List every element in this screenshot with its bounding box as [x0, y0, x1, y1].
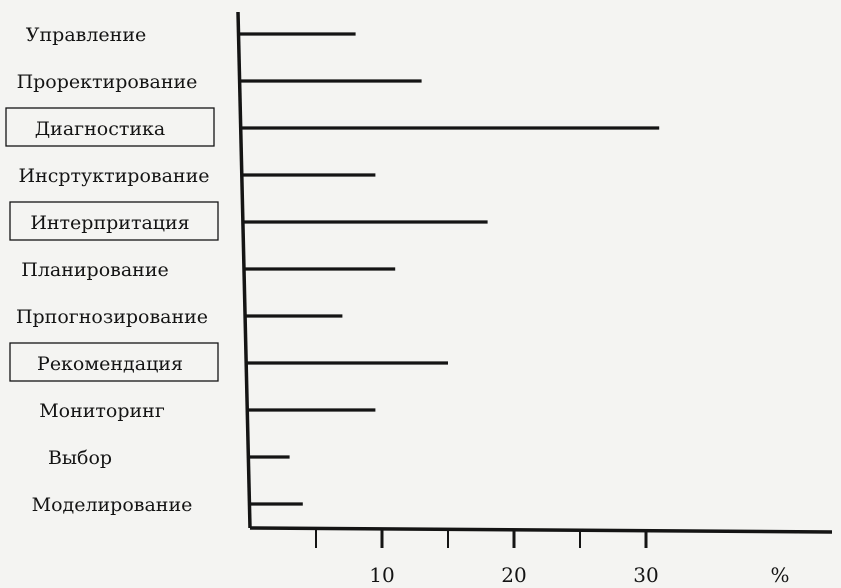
category-box-2	[5, 107, 215, 147]
x-tick-label-30: 30	[633, 563, 658, 587]
category-label-2: Диагностика	[35, 118, 166, 140]
x-tick-label-20: 20	[501, 563, 526, 587]
x-axis-unit-label: %	[770, 563, 789, 587]
category-label-9: Выбор	[48, 447, 112, 469]
category-label-5: Планирование	[21, 259, 169, 281]
category-label-3: Инсртуктирование	[19, 165, 210, 187]
category-label-10: Моделирование	[32, 494, 193, 516]
category-label-0: Управление	[26, 24, 146, 46]
chart-axes	[236, 11, 833, 534]
category-label-6: Прпогнозирование	[16, 306, 208, 328]
category-label-8: Мониторинг	[39, 400, 165, 422]
x-tick-label-10: 10	[369, 563, 394, 587]
category-label-1: Прорект­ирование	[17, 71, 198, 93]
category-label-4: Интерпритация	[30, 212, 189, 234]
x-axis-line	[249, 526, 833, 534]
category-box-4	[9, 201, 219, 241]
category-label-7: Рекомендация	[37, 353, 183, 375]
category-box-7	[9, 342, 219, 382]
